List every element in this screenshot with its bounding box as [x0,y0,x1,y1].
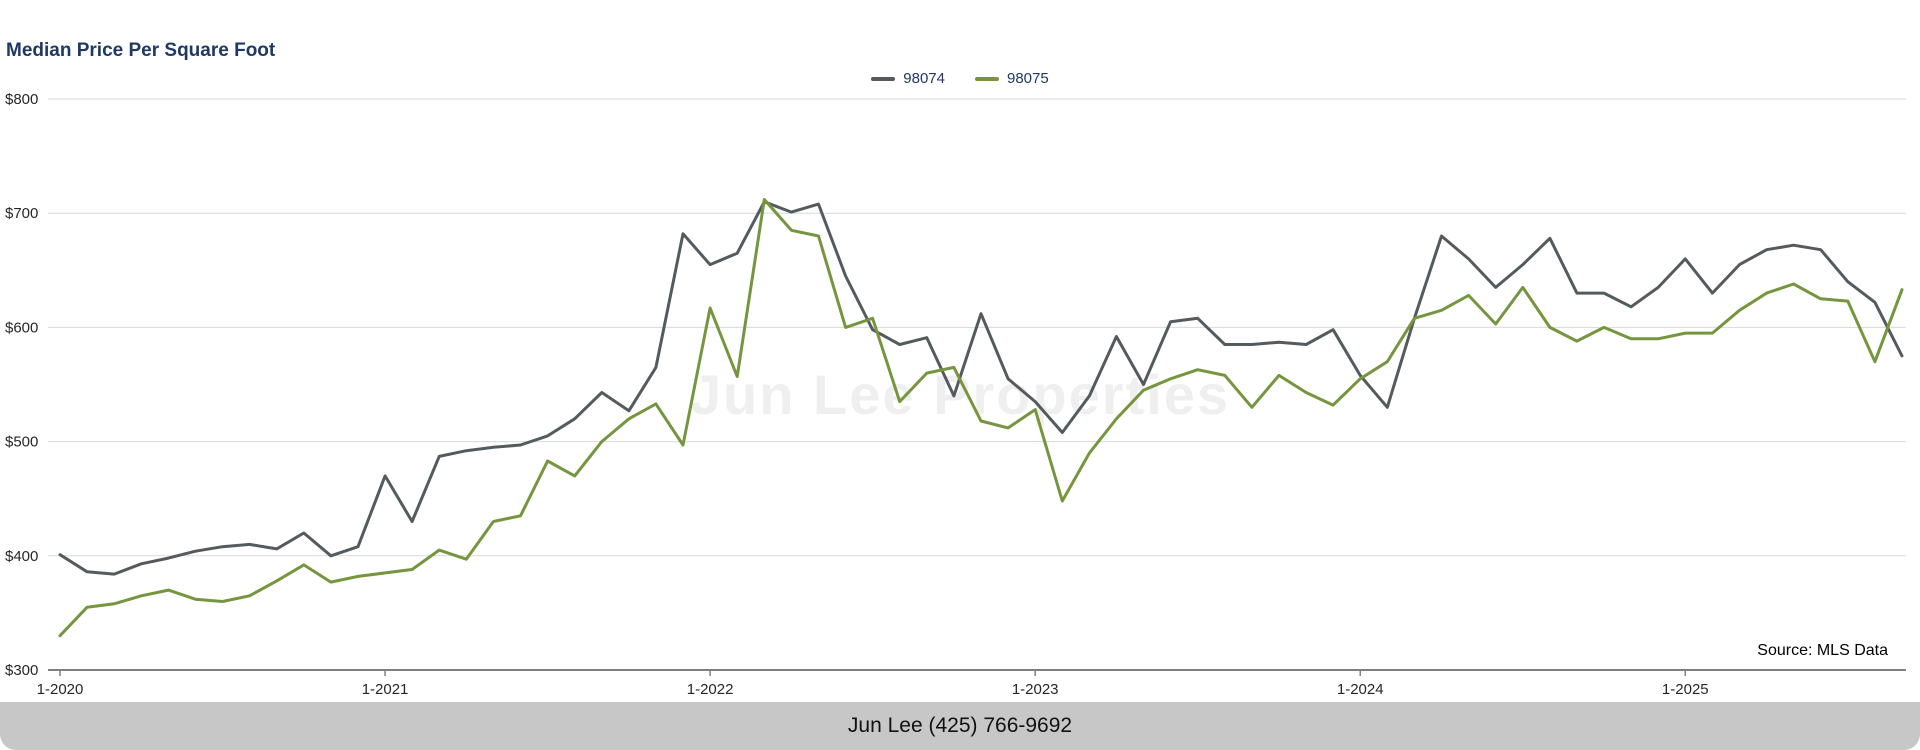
x-axis-label: 1-2025 [1662,681,1709,698]
footer-bar: Jun Lee (425) 766-9692 [0,702,1920,750]
y-axis-label: $500 [5,434,38,451]
x-axis-label: 1-2023 [1012,681,1059,698]
legend-swatch-98074 [871,76,896,81]
legend-label-98075: 98075 [1007,70,1049,87]
x-axis-label: 1-2021 [362,681,409,698]
y-axis-label: $400 [5,548,38,565]
price-per-sqft-chart: $300 $400 $500 $600 $700 $800 1-2020 1-2021 1-20… [5,91,1906,698]
legend-label-98074: 98074 [903,70,945,87]
x-axis-label: 1-2024 [1337,681,1384,698]
legend-item-98075: 98075 [975,70,1049,87]
y-axis-label: $800 [5,91,38,108]
x-axis-label: 1-2020 [37,681,84,698]
series-98075-line [58,198,1904,638]
chart-title: Median Price Per Square Foot [6,40,276,61]
source-note: Source: MLS Data [1757,642,1888,659]
footer-contact: Jun Lee (425) 766-9692 [847,714,1073,737]
y-axis-label: $600 [5,319,38,336]
chart-legend: 98074 98075 [0,70,1920,87]
legend-swatch-98075 [975,76,999,81]
series-98074-line [58,200,1904,576]
legend-item-98074: 98074 [871,70,945,87]
y-axis-label: $700 [5,205,38,222]
x-axis-label: 1-2022 [687,681,734,698]
y-axis-label: $300 [5,662,38,679]
